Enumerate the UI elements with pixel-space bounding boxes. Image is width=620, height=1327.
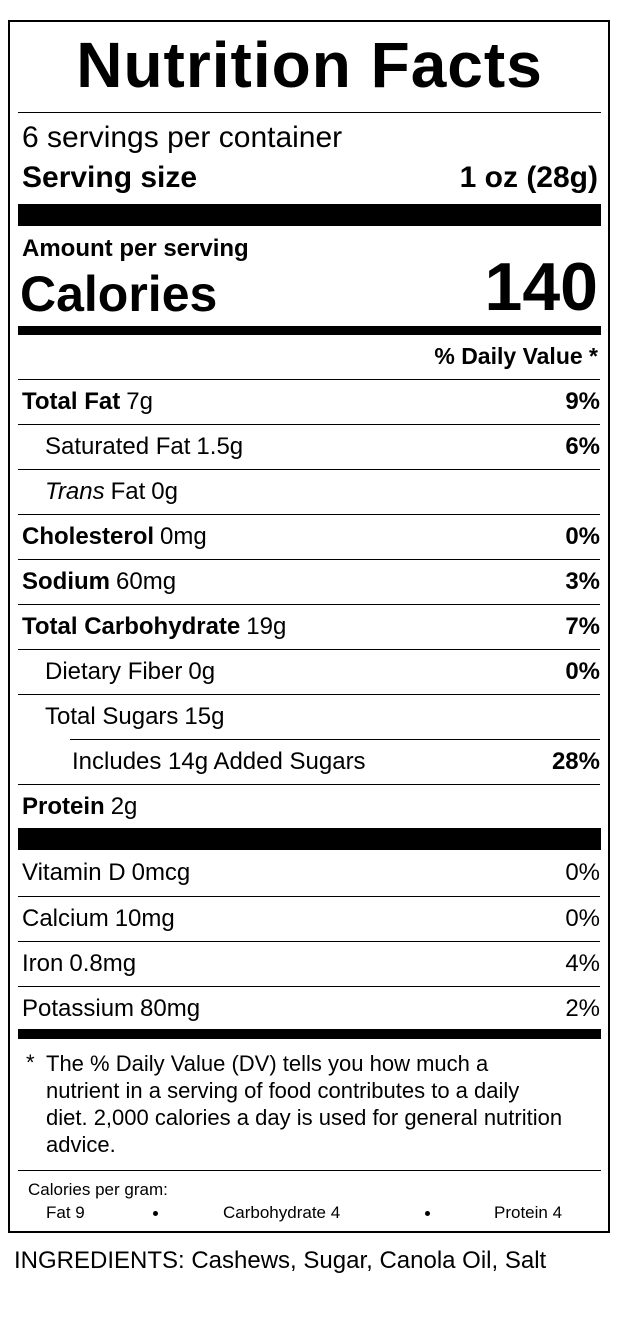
nutrient-name: Vitamin D [22,859,126,886]
daily-value: 6% [565,433,600,460]
thick-bar [18,828,601,850]
cpg-item: Protein 4 [494,1203,563,1222]
nutrient-name-group: Vitamin D 0mcg [22,859,190,887]
nutrient-name-group: Total Fat 7g [22,388,153,416]
nutrient-name: Iron [22,950,64,977]
nutrient-row: Iron 0.8mg 4% [18,941,600,986]
nutrient-amount: 0mg [160,523,207,550]
daily-value: 0% [565,859,600,886]
daily-value: 2% [565,995,600,1022]
thick-bar [18,204,601,226]
nutrient-row: Calcium 10mg 0% [18,896,600,941]
nutrient-amount: 15g [184,703,225,730]
amount-per-serving: Amount per serving [22,235,249,262]
nutrient-amount: 7g [126,388,153,415]
nutrient-name-group: Sodium 60mg [22,568,176,596]
nutrient-amount: 0.8mg [69,950,137,977]
daily-value: 3% [565,568,600,595]
title: Nutrition Facts [76,29,543,101]
nutrient-name: Cholesterol [22,523,155,550]
nutrient-row: Protein 2g [18,784,600,829]
nutrient-row: Saturated Fat 1.5g 6% [18,424,600,469]
servings: 6 servings per container [22,121,343,154]
medium-bar [18,1029,601,1039]
nutrient-name-group: Dietary Fiber 0g [45,658,215,686]
calories-per-gram-label: Calories per gram: [28,1180,168,1199]
bullet [153,1211,158,1216]
nutrient-row: Sodium 60mg 3% [18,559,600,604]
serving-size-value: 1 oz (28g) [459,161,598,194]
nutrient-amount: 60mg [116,568,177,595]
daily-value: 0% [565,523,600,550]
calories-value: 140 [484,249,598,325]
nutrient-row: Trans Fat 0g [18,469,600,514]
nutrient-row: Cholesterol 0mg 0% [18,514,600,559]
nutrient-name: Total Carbohydrate [22,613,241,640]
nutrient-name: Total Sugars [45,703,179,730]
nutrient-amount: 10mg [114,905,175,932]
medium-bar [18,326,601,335]
daily-value: 7% [565,613,600,640]
nutrient-amount: 0g [188,658,216,685]
nutrient-name: Saturated Fat [45,433,191,460]
daily-value: 9% [565,388,600,415]
daily-value: 4% [565,950,600,977]
daily-value: 28% [551,748,600,775]
cpg-item: Carbohydrate 4 [223,1203,341,1222]
divider [18,1170,601,1171]
nutrient-row: Dietary Fiber 0g 0% [18,649,600,694]
footnote-text: The % Daily Value (DV) tells you how muc… [46,1051,563,1157]
cpg-item: Fat 9 [46,1203,85,1222]
nutrient-name: Sodium [22,568,110,595]
nutrient-name-group: Calcium 10mg [22,905,175,933]
bullet [425,1211,430,1216]
nutrient-name-italic: Trans [45,478,105,505]
nutrient-row: Includes 14g Added Sugars 28% [70,739,600,784]
nutrient-name-group: Protein 2g [22,793,137,821]
daily-value: 0% [565,658,600,685]
nutrient-name-group: Total Carbohydrate 19g [22,613,286,641]
nutrient-row: Total Sugars 15g [18,694,600,739]
serving-size-label: Serving size [22,161,198,194]
nutrient-name-group: Trans Fat 0g [45,478,178,506]
dv-header: % Daily Value * [434,343,598,369]
nutrient-name-group: Total Sugars 15g [45,703,224,731]
nutrient-name: Calcium [22,905,109,932]
divider [18,112,601,113]
nutrient-name-group: Saturated Fat 1.5g [45,433,243,461]
nutrient-amount: 0g [151,478,178,505]
ingredients: INGREDIENTS: Cashews, Sugar, Canola Oil,… [14,1247,547,1274]
nutrient-amount: 2g [110,793,138,820]
nutrient-name: Total Fat [22,388,121,415]
footnote-mark: * [26,1050,35,1075]
nutrient-amount: 19g [246,613,287,640]
nutrient-amount: 1.5g [196,433,244,460]
nutrient-name: Fat [110,478,146,505]
nutrient-name-group: Includes 14g Added Sugars [72,748,366,776]
nutrient-name-group: Iron 0.8mg [22,950,136,978]
nutrient-name-group: Cholesterol 0mg [22,523,207,551]
nutrient-amount: 0mcg [131,859,191,886]
nutrient-row: Total Fat 7g 9% [18,379,600,424]
nutrient-name: Dietary Fiber [45,658,183,685]
nutrient-name: Protein [22,793,105,820]
daily-value: 0% [565,905,600,932]
nutrient-name: Includes 14g Added Sugars [72,748,366,775]
label-border [8,20,610,1233]
nutrient-amount: 80mg [140,995,201,1022]
nutrient-row: Vitamin D 0mcg 0% [18,851,600,895]
nutrient-name: Potassium [22,995,135,1022]
nutrient-name-group: Potassium 80mg [22,995,200,1023]
calories-label: Calories [20,266,218,322]
nutrient-row: Potassium 80mg 2% [18,986,600,1031]
nutrient-row: Total Carbohydrate 19g 7% [18,604,600,649]
